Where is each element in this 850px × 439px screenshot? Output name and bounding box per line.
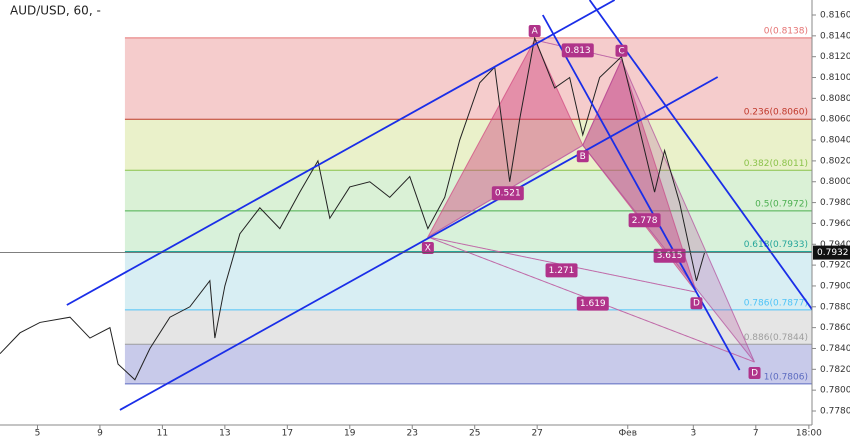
ratio-badge [561, 43, 594, 58]
y-tick-label: 0.7980 [820, 198, 850, 208]
axes: 0.7780 0.7800 0.7820 0.7840 0.7860 0.7880 0.79… [35, 11, 850, 439]
point-label: D [693, 299, 700, 309]
point-badge [421, 241, 434, 254]
y-tick-label: 0.8000 [820, 177, 850, 187]
last-price-label: 0.7932 [817, 248, 849, 258]
point-label: A [532, 27, 539, 37]
ratio-badge [576, 296, 609, 311]
title-bg [0, 2, 120, 18]
fib-label: 0.382(0.8011) [744, 159, 808, 169]
fib-band [124, 170, 812, 211]
y-tick-label: 0.7900 [820, 281, 850, 291]
fib-band [124, 344, 812, 384]
y-tick-label: 0.7940 [820, 240, 850, 250]
x-tick-label: 3 [690, 429, 696, 439]
x-tick-label: 23 [407, 429, 418, 439]
x-tick-label: 5 [35, 429, 41, 439]
point-badge [615, 44, 628, 57]
ratio-label: 0.813 [565, 46, 591, 56]
y-tick-label: 0.7820 [820, 365, 850, 375]
y-tick-label: 0.8020 [820, 156, 850, 166]
ratio-badge [491, 186, 524, 201]
y-tick-label: 0.8120 [820, 52, 850, 62]
y-tick-label: 0.8060 [820, 115, 850, 125]
plot-area: 0(0.8138) 0.236(0.8060) 0.382(0.8011) 0.5(0… [0, 0, 812, 411]
point-label: D [751, 369, 758, 379]
y-tick-label: 0.8140 [820, 31, 850, 41]
trendline [66, 0, 616, 306]
last-price-badge [813, 245, 850, 260]
fib-label: 0.236(0.8060) [744, 108, 808, 118]
point-badge [528, 25, 541, 38]
x-tick-label: 7 [753, 429, 759, 439]
x-tick-label: 13 [219, 429, 230, 439]
y-tick-label: 0.7880 [820, 302, 850, 312]
fib-label: 0(0.8138) [764, 26, 808, 36]
x-tick-label: 11 [157, 429, 168, 439]
point-label: C [618, 46, 624, 56]
y-tick-label: 0.7840 [820, 344, 850, 354]
ratio-label: 1.271 [549, 266, 575, 276]
y-tick-label: 0.8040 [820, 136, 850, 146]
x-tick-label: 27 [531, 429, 542, 439]
trendline [588, 0, 812, 311]
fib-band [124, 309, 812, 345]
y-tick-label: 0.8080 [820, 94, 850, 104]
ratio-badge [545, 263, 578, 278]
chart-title: AUD/USD, 60, - [10, 4, 101, 18]
fib-label: 0.5(0.7972) [755, 199, 808, 209]
ratio-badge [628, 213, 661, 228]
trendline [542, 14, 741, 371]
point-badge [748, 367, 761, 380]
x-tick-label: 18:00 [796, 429, 822, 439]
fib-label: 0.886(0.7844) [744, 333, 808, 343]
y-tick-label: 0.8100 [820, 73, 850, 83]
fib-label: 0.786(0.7877) [744, 298, 808, 308]
point-badge [690, 297, 703, 310]
fib-label: 0.618(0.7933) [744, 240, 808, 250]
price-line [0, 36, 706, 381]
point-badge [576, 150, 589, 163]
fib-band [124, 37, 812, 120]
ratio-label: 1.619 [580, 299, 606, 309]
x-tick-label: 25 [469, 429, 480, 439]
point-label: X [425, 243, 431, 253]
y-tick-label: 0.7920 [820, 261, 850, 271]
ratio-label: 3.615 [657, 251, 683, 261]
y-tick-label: 0.8160 [820, 11, 850, 21]
x-tick-label: Фев [618, 429, 637, 439]
ratio-label: 0.521 [495, 189, 521, 199]
point-label: B [580, 152, 586, 162]
y-tick-label: 0.7960 [820, 219, 850, 229]
trendline [119, 76, 719, 411]
y-tick-label: 0.7780 [820, 407, 850, 417]
ratio-label: 2.778 [632, 216, 658, 226]
x-tick-label: 17 [282, 429, 293, 439]
y-tick-label: 0.7800 [820, 386, 850, 396]
x-tick-label: 9 [97, 429, 103, 439]
y-tick-label: 0.7860 [820, 323, 850, 333]
fib-label: 1(0.7806) [764, 372, 808, 382]
x-tick-label: 19 [344, 429, 356, 439]
